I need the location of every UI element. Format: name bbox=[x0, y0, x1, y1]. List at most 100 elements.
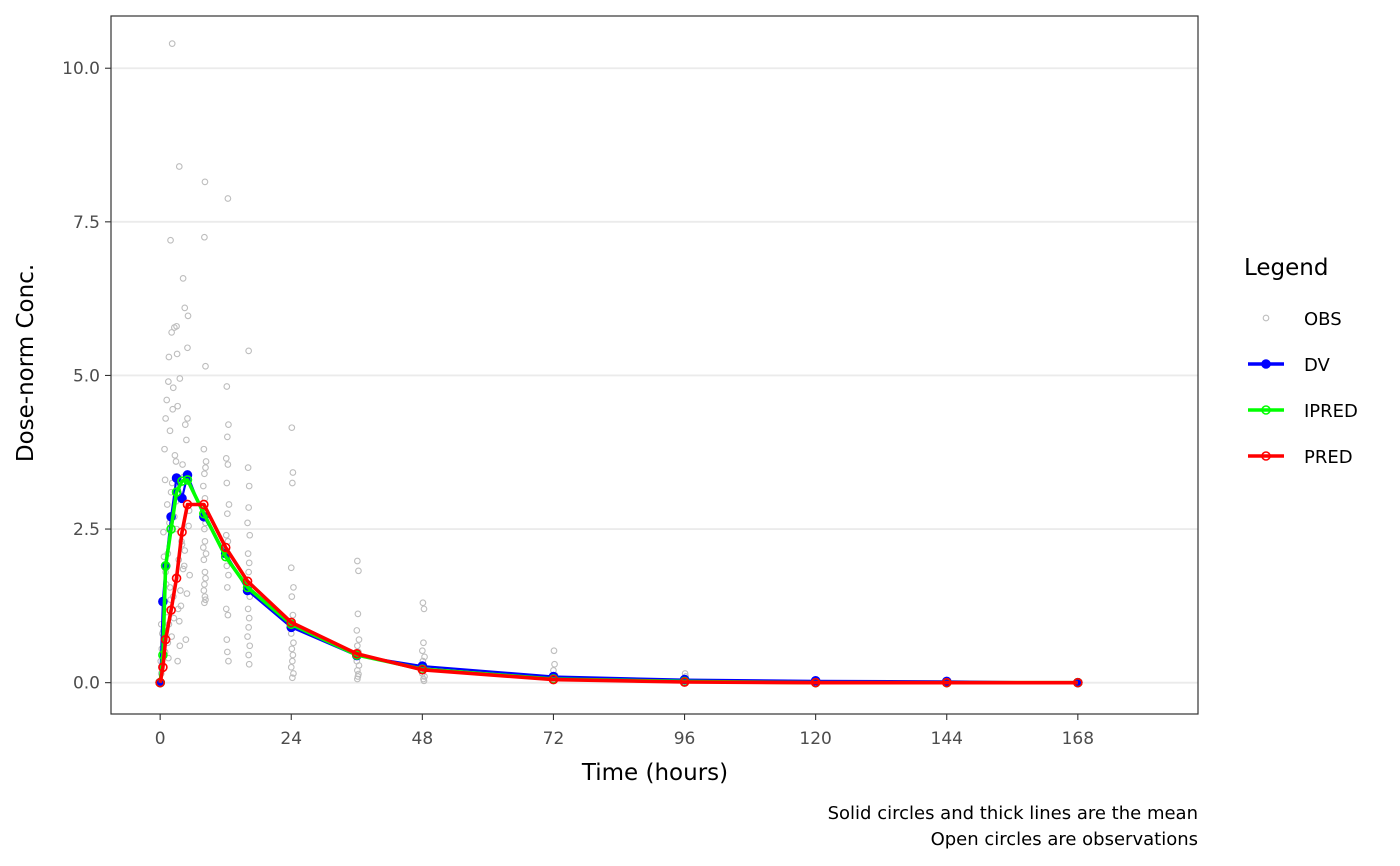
obs-point bbox=[181, 547, 189, 554]
obs-point bbox=[355, 567, 362, 575]
obs-point bbox=[183, 590, 191, 597]
obs-point bbox=[225, 501, 233, 508]
y-axis: 0.0 2.5 5.0 7.5 10.0 bbox=[62, 59, 111, 694]
series-point-pred bbox=[286, 617, 297, 628]
obs-point bbox=[223, 383, 231, 390]
obs-point bbox=[202, 574, 209, 582]
legend-label: DV bbox=[1304, 355, 1331, 376]
x-tick-label: 96 bbox=[674, 729, 696, 749]
x-tick-label: 168 bbox=[1062, 729, 1094, 749]
series-point-pred bbox=[242, 576, 253, 587]
obs-point bbox=[173, 350, 181, 358]
obs-point bbox=[201, 581, 208, 588]
obs-point bbox=[244, 464, 252, 471]
obs-point bbox=[244, 519, 251, 527]
obs-point bbox=[289, 651, 297, 659]
legend-key bbox=[1262, 314, 1270, 322]
series-point-pred bbox=[160, 634, 171, 645]
obs-point bbox=[177, 587, 184, 594]
obs-point bbox=[201, 568, 209, 576]
obs-point bbox=[354, 557, 361, 565]
obs-point bbox=[420, 639, 427, 647]
obs-point bbox=[223, 648, 231, 656]
series-point-pred bbox=[171, 573, 182, 584]
obs-point bbox=[169, 405, 177, 413]
legend-entry-pred: PRED bbox=[1248, 447, 1353, 468]
y-tick-label: 5.0 bbox=[73, 366, 100, 386]
obs-point bbox=[288, 593, 296, 600]
x-tick-label: 120 bbox=[799, 729, 831, 749]
obs-point bbox=[166, 427, 174, 435]
obs-point bbox=[174, 402, 181, 410]
obs-point bbox=[288, 674, 296, 682]
obs-point bbox=[182, 636, 190, 644]
obs-point bbox=[287, 564, 295, 572]
obs-point bbox=[354, 667, 361, 674]
obs-point bbox=[245, 614, 253, 622]
obs-point bbox=[288, 479, 296, 487]
obs-point bbox=[199, 482, 207, 490]
legend-entry-obs: OBS bbox=[1262, 309, 1342, 330]
obs-point bbox=[246, 531, 254, 539]
obs-point bbox=[224, 461, 232, 468]
obs-point bbox=[225, 657, 232, 665]
obs-point bbox=[200, 587, 208, 594]
obs-point bbox=[290, 639, 297, 647]
obs-point bbox=[354, 675, 361, 683]
obs-point bbox=[354, 610, 362, 618]
obs-point bbox=[168, 329, 175, 336]
obs-point bbox=[222, 531, 230, 539]
series-point-pred bbox=[810, 677, 821, 688]
legend-label: PRED bbox=[1304, 447, 1353, 468]
series-point-pred bbox=[679, 677, 690, 687]
obs-point bbox=[183, 436, 190, 444]
series-pred bbox=[155, 499, 1083, 688]
obs-point bbox=[161, 445, 168, 453]
y-axis-title: Dose-norm Conc. bbox=[13, 264, 39, 462]
obs-point bbox=[166, 584, 174, 591]
obs-point bbox=[201, 233, 208, 241]
obs-point bbox=[175, 163, 183, 170]
obs-point bbox=[201, 470, 208, 478]
obs-point bbox=[245, 559, 253, 567]
y-tick-label: 10.0 bbox=[62, 59, 100, 79]
obs-point bbox=[289, 611, 297, 619]
obs-point bbox=[173, 322, 180, 330]
legend: Legend OBS DV IPRED PRED bbox=[1244, 255, 1358, 468]
obs-point bbox=[244, 605, 252, 613]
obs-point bbox=[180, 562, 188, 570]
obs-point bbox=[162, 415, 169, 422]
obs-point bbox=[177, 602, 185, 610]
series-point-pred bbox=[220, 542, 231, 553]
obs-point bbox=[163, 396, 171, 404]
legend-title: Legend bbox=[1244, 255, 1329, 281]
obs-point bbox=[179, 275, 187, 282]
obs-point bbox=[163, 501, 171, 508]
x-tick-label: 24 bbox=[280, 729, 302, 749]
series-point-ipred bbox=[182, 475, 193, 485]
x-tick-label: 144 bbox=[931, 729, 963, 749]
observation-points bbox=[156, 40, 1082, 687]
obs-point bbox=[201, 537, 209, 545]
obs-point bbox=[176, 375, 184, 382]
obs-point bbox=[244, 550, 252, 557]
series-point-pred bbox=[158, 662, 168, 673]
series-point-dv bbox=[177, 493, 187, 504]
obs-point bbox=[420, 605, 428, 613]
caption-line-2: Open circles are observations bbox=[931, 829, 1198, 850]
obs-point bbox=[201, 593, 209, 600]
legend-entry-ipred: IPRED bbox=[1248, 401, 1358, 422]
obs-point bbox=[185, 522, 192, 530]
x-tick-label: 48 bbox=[412, 729, 434, 749]
obs-point bbox=[186, 571, 194, 579]
obs-point bbox=[179, 461, 186, 468]
obs-point bbox=[202, 362, 209, 370]
obs-point bbox=[165, 353, 173, 361]
obs-point bbox=[353, 627, 361, 634]
legend-label: OBS bbox=[1304, 309, 1342, 330]
obs-point bbox=[171, 451, 179, 459]
obs-point bbox=[160, 528, 167, 536]
obs-point bbox=[202, 550, 210, 557]
y-tick-label: 0.0 bbox=[73, 674, 100, 694]
